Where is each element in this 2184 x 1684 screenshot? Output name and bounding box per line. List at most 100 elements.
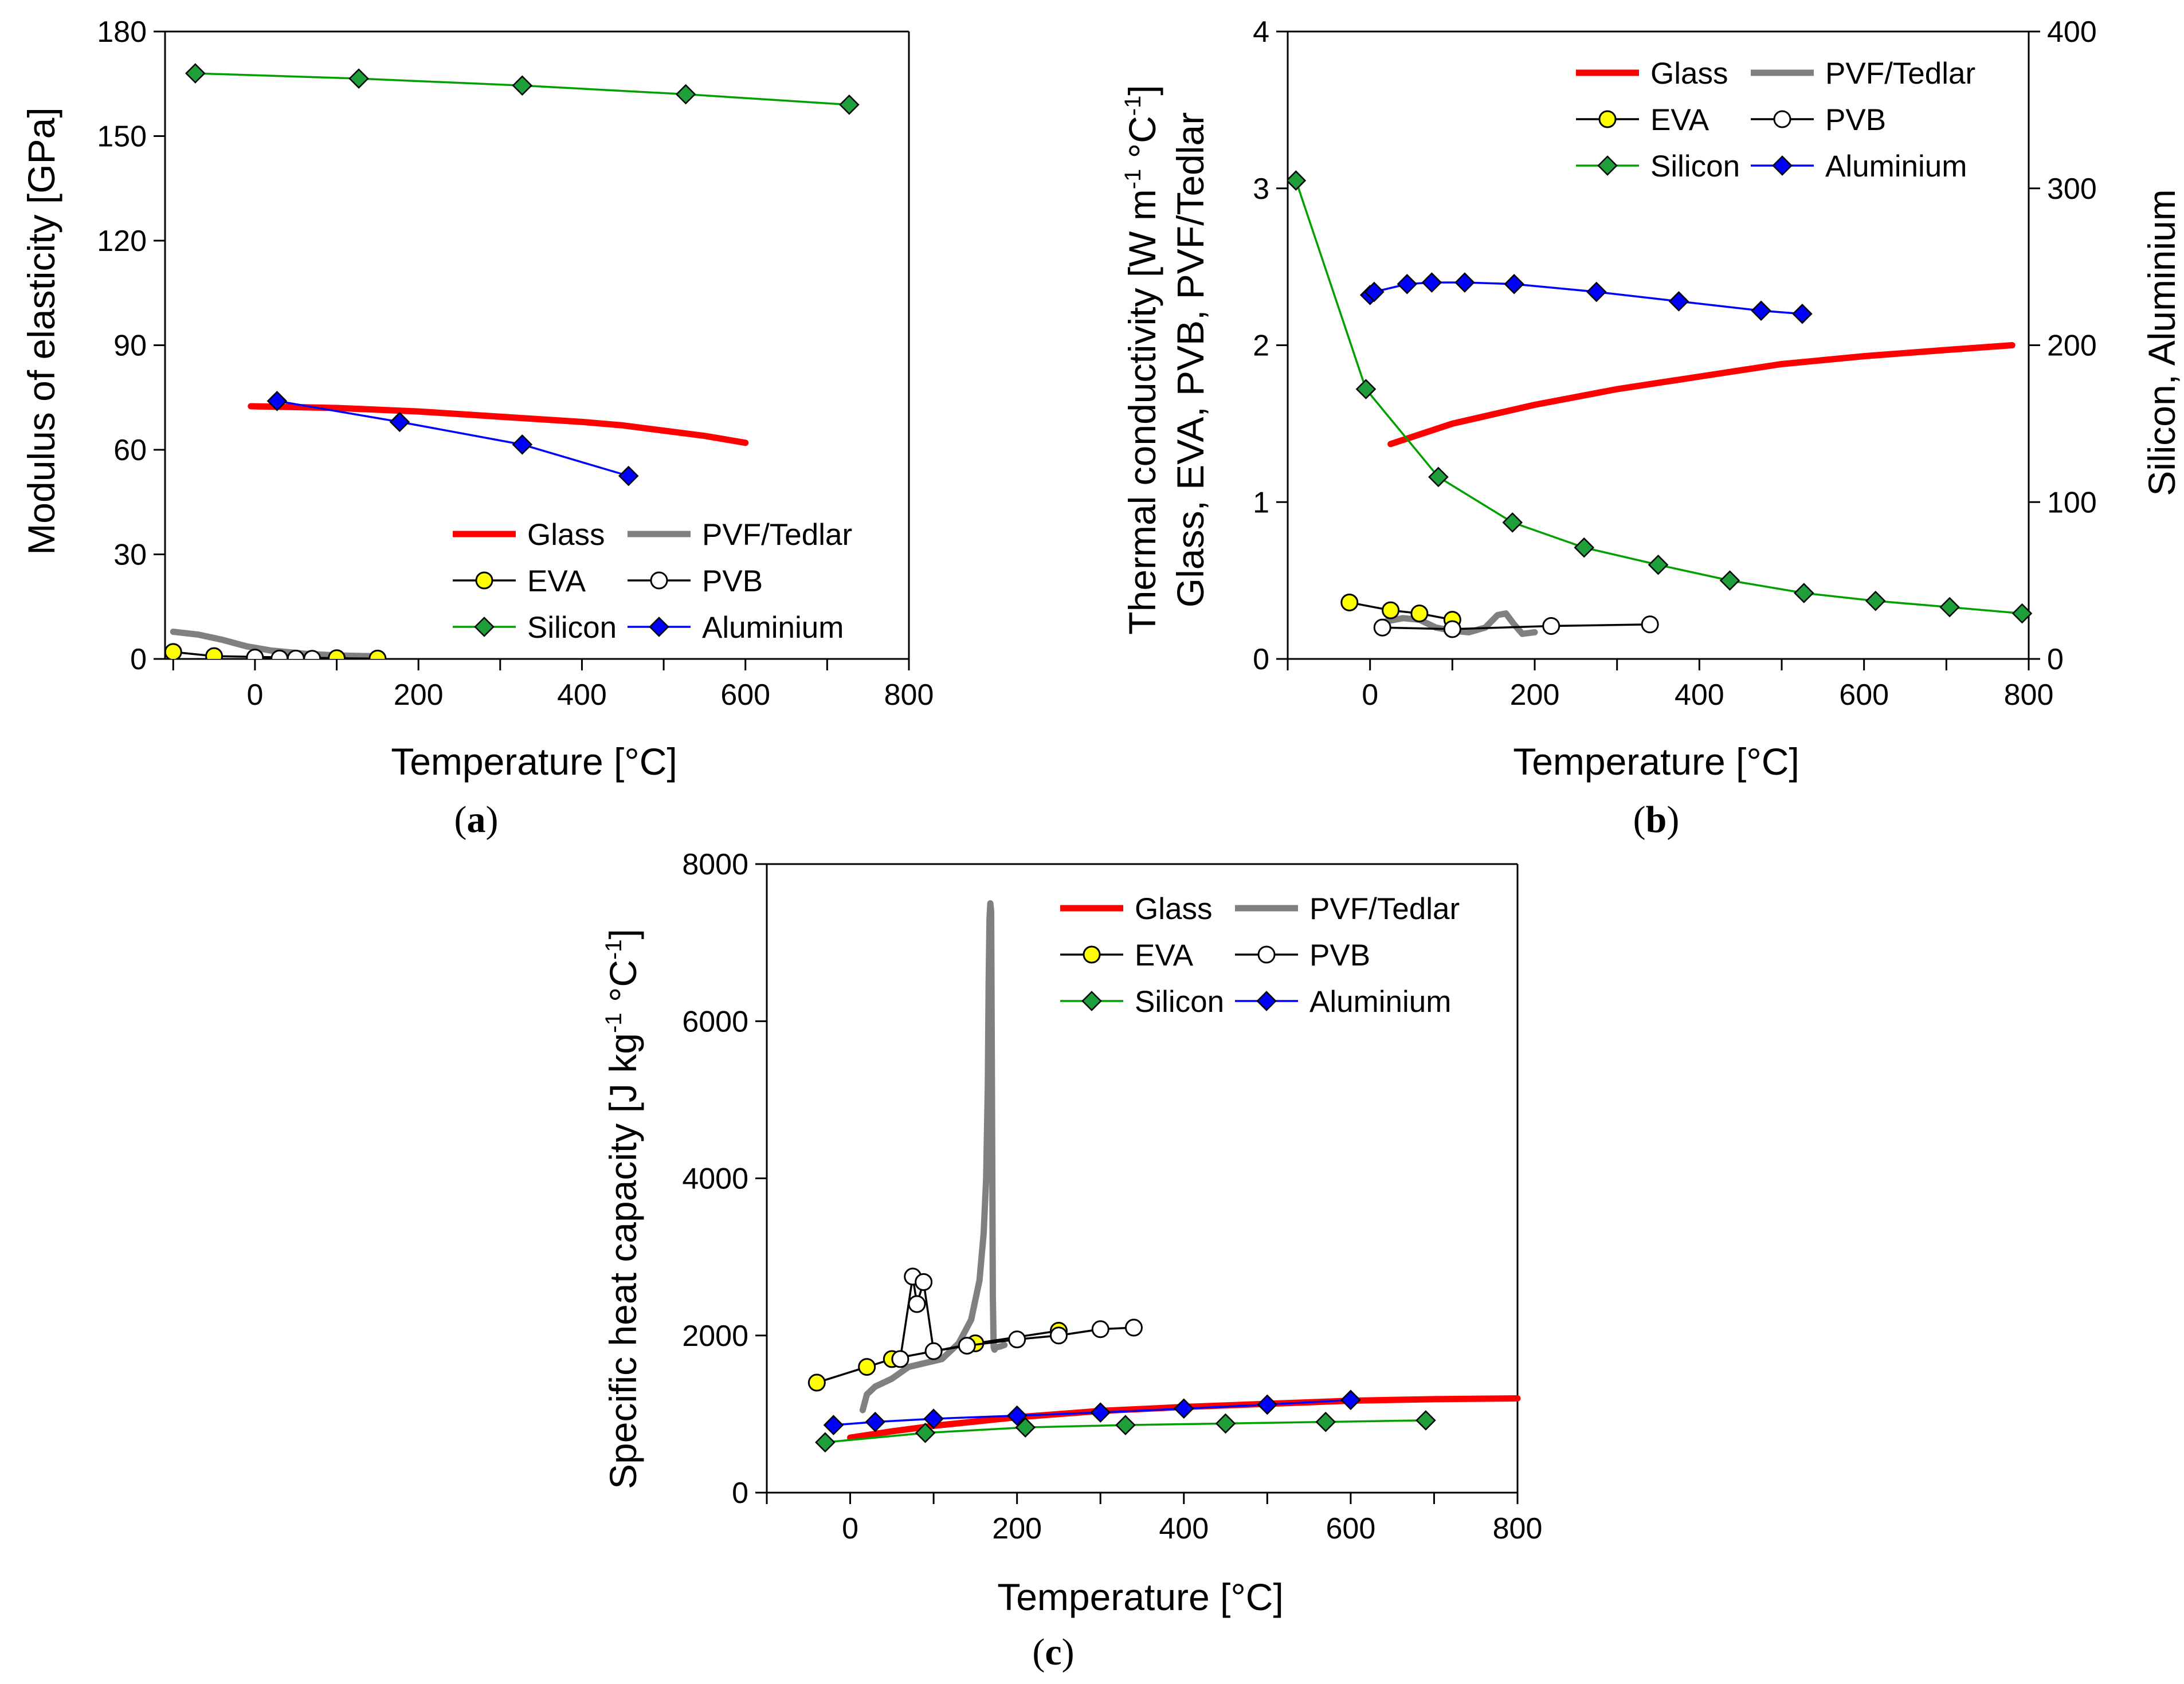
legend-item-silicon: Silicon — [1576, 150, 1740, 183]
legend-item-aluminium: Aluminium — [628, 611, 844, 645]
x-ticks: 0 200 400 600 800 — [172, 659, 934, 712]
legend-marker — [1597, 155, 1618, 176]
pvb-line — [899, 1276, 1134, 1360]
silicon-point — [1939, 596, 1960, 618]
legend-item-aluminium: Aluminium — [1751, 150, 1967, 183]
y-ticks: 0 1 2 3 4 — [1253, 15, 1288, 676]
aluminium-point — [1454, 272, 1475, 293]
y-tick-label: 6000 — [682, 1005, 748, 1038]
y-tick-label: 90 — [113, 329, 147, 363]
panel-b-ylabel-line1: Thermal conductivity [W m-1 °C-1] — [1120, 85, 1163, 634]
series-layer — [807, 900, 1521, 1453]
legend: Glass PVF/Tedlar EVA PVB Silicon Aluminium — [1576, 57, 1975, 183]
silicon-point — [839, 94, 860, 115]
aluminium-point — [512, 434, 533, 455]
pvb-point — [1443, 620, 1461, 638]
aluminium-point — [266, 391, 288, 411]
x-ticks: 0 200 400 600 800 — [766, 1493, 1542, 1545]
y2-tick-label: 100 — [2047, 486, 2097, 519]
legend-label: EVA — [527, 564, 586, 598]
silicon-point — [2012, 603, 2033, 624]
panel-c-caption: (c) — [1032, 1631, 1074, 1673]
x-tick-label: 400 — [1159, 1512, 1209, 1545]
ylabel-part: ] — [602, 929, 644, 939]
ylabel-part: °C — [1121, 116, 1163, 168]
pvb-point — [1641, 615, 1659, 634]
legend-item-pvb: PVB — [628, 564, 763, 598]
y-tick-label: 4000 — [682, 1163, 748, 1196]
ylabel-part: Specific heat capacity [J kg — [602, 1033, 644, 1489]
x-tick-label: 200 — [394, 678, 444, 712]
glass-line — [847, 1395, 1521, 1441]
legend-marker — [1083, 945, 1101, 964]
pvb-point — [1373, 618, 1391, 637]
y2-ticks: 0 100 200 300 400 — [2029, 15, 2097, 676]
legend-item-glass: Glass — [453, 518, 605, 552]
pvb-line — [1382, 623, 1650, 630]
caption-letter: c — [1045, 1631, 1061, 1673]
panel-b-ylabel-line2: Glass, EVA, PVB, PVF/Tedlar — [1169, 112, 1211, 607]
aluminium-point — [1006, 1405, 1028, 1426]
series-layer — [1288, 170, 2033, 638]
legend-item-pvf-tedlar: PVF/Tedlar — [628, 518, 852, 552]
y-ticks: 0 30 60 90 120 150 180 — [97, 15, 165, 676]
ylabel-sup: -1 — [1120, 96, 1146, 116]
ylabel-part: Thermal conductivity [W m — [1121, 189, 1163, 635]
silicon-point — [1115, 1415, 1136, 1435]
y-tick-label: 180 — [97, 15, 147, 49]
ylabel-sup: -1 — [601, 939, 626, 960]
eva-point — [1410, 604, 1429, 623]
panel-a-chart: 0 200 400 600 800 0 30 60 90 120 150 180 Glass PVF/Te… — [20, 15, 934, 841]
silicon-point — [675, 84, 696, 105]
x-tick-label: 800 — [2004, 678, 2054, 712]
axes-frame — [766, 863, 1519, 1494]
series-aluminium — [1359, 272, 1813, 324]
aluminium-point — [1340, 1389, 1361, 1410]
y-tick-label: 1 — [1253, 486, 1269, 519]
y2-tick-label: 400 — [2047, 15, 2097, 49]
silicon-point — [1648, 554, 1669, 575]
y-tick-label: 2000 — [682, 1320, 748, 1353]
y2-tick-label: 200 — [2047, 329, 2097, 363]
x-tick-label: 600 — [1839, 678, 1889, 712]
ylabel-sup: -1 — [1120, 169, 1146, 190]
silicon-point — [1315, 1411, 1336, 1432]
y-ticks: 0 2000 4000 6000 8000 — [682, 848, 767, 1510]
eva-point — [368, 649, 387, 659]
caption-close: ) — [1667, 799, 1679, 841]
series-silicon — [185, 63, 860, 115]
pvb-point — [1049, 1326, 1068, 1345]
y2-tick-label: 0 — [2047, 643, 2064, 676]
x-tick-label: 0 — [1362, 678, 1378, 712]
series-pvb — [1373, 615, 1659, 638]
x-tick-label: 0 — [246, 678, 263, 712]
y-tick-label: 0 — [130, 643, 147, 676]
caption-open: ( — [454, 799, 467, 841]
y2-tick-label: 300 — [2047, 172, 2097, 206]
panel-c-ylabel: Specific heat capacity [J kg-1 °C-1] — [601, 929, 644, 1489]
ylabel-part: ] — [1121, 85, 1163, 95]
ylabel-part: °C — [602, 960, 644, 1012]
pvb-point — [270, 649, 289, 659]
y-tick-label: 3 — [1253, 172, 1269, 206]
legend-label: PVF/Tedlar — [1825, 57, 1975, 91]
series-pvb — [891, 1267, 1143, 1368]
silicon-point — [1428, 466, 1449, 488]
caption-open: ( — [1032, 1631, 1045, 1673]
x-tick-label: 200 — [992, 1512, 1042, 1545]
x-tick-label: 0 — [842, 1512, 858, 1545]
silicon-point — [512, 75, 533, 96]
x-tick-label: 200 — [1510, 678, 1560, 712]
eva-point — [205, 647, 224, 659]
y-tick-label: 2 — [1253, 329, 1269, 363]
pvb-point — [915, 1273, 933, 1292]
legend-label: Aluminium — [1309, 985, 1451, 1019]
series-pvf-tedlar — [859, 900, 1008, 1414]
legend-item-pvf-tedlar: PVF/Tedlar — [1235, 892, 1460, 926]
eva-line — [1349, 601, 1453, 621]
pvb-point — [246, 649, 264, 659]
legend: Glass PVF/Tedlar EVA PVB Silicon Aluminium — [453, 518, 852, 645]
glass-line — [1387, 342, 2016, 448]
